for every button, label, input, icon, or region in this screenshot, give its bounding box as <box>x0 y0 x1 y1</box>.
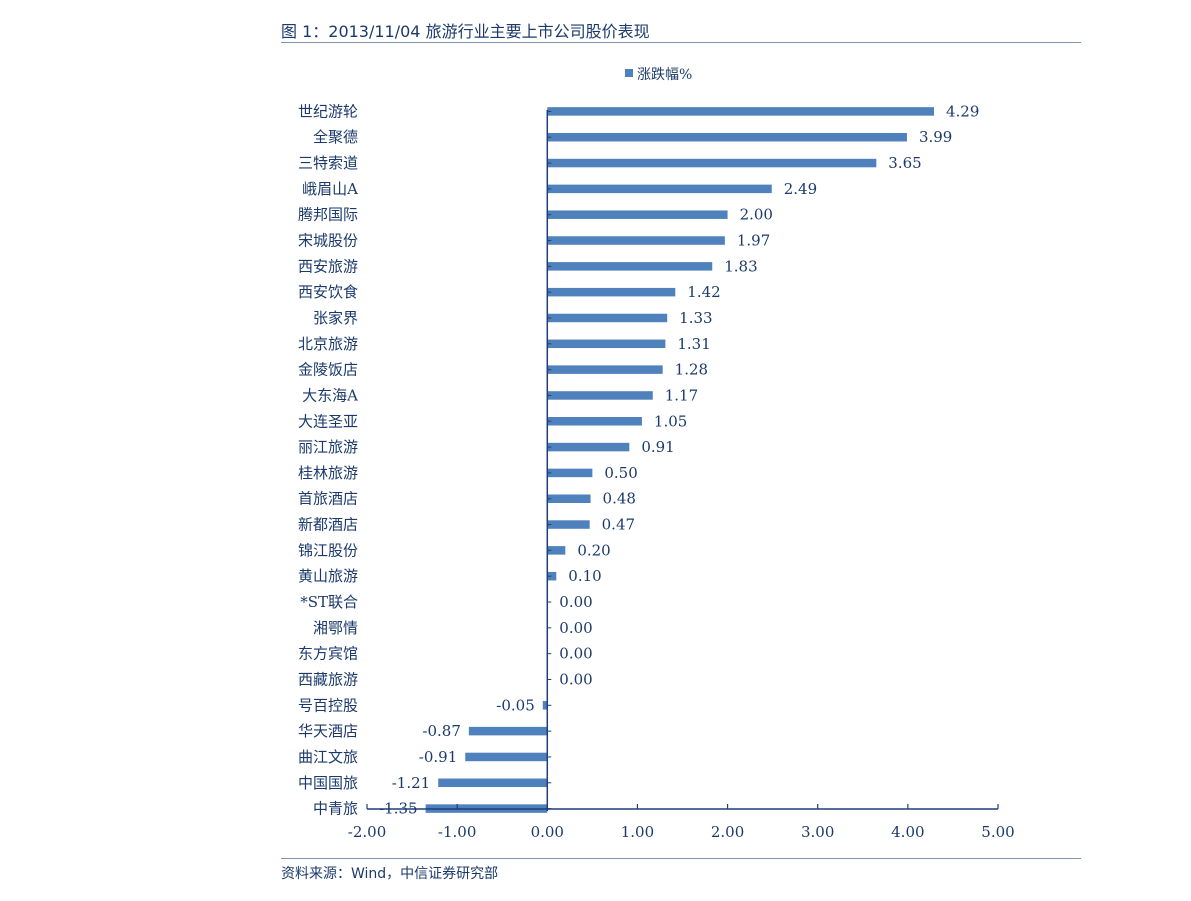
x-tick-label: 5.00 <box>981 823 1014 841</box>
x-tick-label: 4.00 <box>891 823 924 841</box>
bar <box>547 365 663 374</box>
value-label: 1.28 <box>675 361 708 379</box>
legend-swatch <box>625 69 633 77</box>
bar <box>547 417 642 426</box>
bar <box>547 546 566 555</box>
value-label: 4.29 <box>946 102 979 120</box>
value-label: 1.42 <box>687 283 720 301</box>
value-label: 0.20 <box>577 541 610 559</box>
value-label: 0.00 <box>559 593 592 611</box>
category-label: 首旅酒店 <box>298 490 358 508</box>
bar <box>547 391 653 400</box>
bar <box>547 442 630 452</box>
bar <box>468 726 548 736</box>
bar <box>547 262 713 271</box>
bar <box>547 287 676 297</box>
x-tick-label: 0.00 <box>531 823 564 841</box>
value-label: 1.17 <box>665 386 698 404</box>
value-label: 0.00 <box>559 645 592 663</box>
x-tick-label: -1.00 <box>438 823 476 841</box>
bar <box>547 571 557 581</box>
value-label: 1.31 <box>677 335 710 353</box>
value-label: -1.21 <box>392 774 430 792</box>
value-label: 0.50 <box>604 464 637 482</box>
value-label: -0.91 <box>419 748 457 766</box>
value-label: -0.05 <box>496 696 534 714</box>
bar <box>547 339 666 349</box>
category-label: 世纪游轮 <box>298 102 358 120</box>
axes-group <box>366 110 999 811</box>
category-label: 全聚德 <box>313 128 358 146</box>
bar <box>547 158 877 168</box>
value-label: -1.35 <box>379 800 417 818</box>
title-rule <box>281 42 1081 43</box>
bar <box>547 468 593 478</box>
category-label: 东方宾馆 <box>298 645 358 663</box>
x-tick-label: -2.00 <box>348 823 386 841</box>
bar <box>547 494 591 503</box>
x-tick-label: 2.00 <box>711 823 744 841</box>
bar <box>547 313 668 323</box>
value-label: 1.97 <box>737 232 770 250</box>
category-label: 金陵饭店 <box>298 361 358 379</box>
category-label: 大连圣亚 <box>298 412 358 430</box>
category-label: 湘鄂情 <box>313 619 358 637</box>
value-label: 0.48 <box>603 490 636 508</box>
category-label: 宋城股份 <box>298 232 358 250</box>
figure-title: 图 1：2013/11/04 旅游行业主要上市公司股价表现 <box>281 22 650 41</box>
value-label: 0.10 <box>568 567 601 585</box>
category-label: 桂林旅游 <box>298 464 358 482</box>
bar <box>542 701 548 710</box>
value-label: 1.83 <box>724 257 757 275</box>
category-label: 三特索道 <box>298 154 358 172</box>
legend-entry: 涨跌幅% <box>637 67 692 83</box>
category-label: 中国国旅 <box>298 774 358 792</box>
category-label: 西藏旅游 <box>298 670 358 688</box>
value-label: 0.47 <box>602 516 635 534</box>
bar <box>547 236 725 245</box>
category-label: 峨眉山A <box>302 180 358 198</box>
value-label: 0.91 <box>641 438 674 456</box>
bar <box>547 132 907 142</box>
bar <box>438 778 548 788</box>
category-label: 号百控股 <box>298 696 358 714</box>
bar <box>547 184 772 194</box>
source-note: 资料来源：Wind，中信证券研究部 <box>281 866 499 882</box>
category-label: 张家界 <box>313 309 358 327</box>
value-label: 0.00 <box>559 670 592 688</box>
category-label: 华天酒店 <box>298 722 358 740</box>
value-label: 1.33 <box>679 309 712 327</box>
category-label: *ST联合 <box>300 593 358 611</box>
value-label: 3.65 <box>888 154 921 172</box>
category-label: 中青旅 <box>313 800 358 818</box>
value-label: -0.87 <box>422 722 460 740</box>
bar <box>547 520 590 529</box>
category-label: 西安饮食 <box>298 283 358 301</box>
value-label: 1.05 <box>654 412 687 430</box>
value-label: 0.00 <box>559 619 592 637</box>
value-label: 2.00 <box>740 206 773 224</box>
bar <box>465 752 548 762</box>
bar <box>547 107 934 116</box>
chart-legend: 涨跌幅% <box>625 67 692 83</box>
category-label: 大东海A <box>302 386 358 404</box>
category-label: 西安旅游 <box>298 257 358 275</box>
labels-group: 世纪游轮 4.29 全聚德 3.99 三特索道 3.65 峨眉山A 2.49 腾邦国际 2.00 宋… <box>298 102 1015 841</box>
value-label: 2.49 <box>784 180 817 198</box>
category-label: 曲江文旅 <box>298 748 358 766</box>
bar <box>547 210 728 219</box>
value-label: 3.99 <box>919 128 952 146</box>
category-label: 黄山旅游 <box>298 567 358 585</box>
category-label: 锦江股份 <box>298 541 358 559</box>
x-tick-label: 3.00 <box>801 823 834 841</box>
category-label: 新都酒店 <box>298 516 358 534</box>
category-label: 腾邦国际 <box>298 206 358 224</box>
x-tick-label: 1.00 <box>621 823 654 841</box>
category-label: 丽江旅游 <box>298 438 358 456</box>
source-rule <box>281 858 1081 859</box>
category-label: 北京旅游 <box>298 335 358 353</box>
